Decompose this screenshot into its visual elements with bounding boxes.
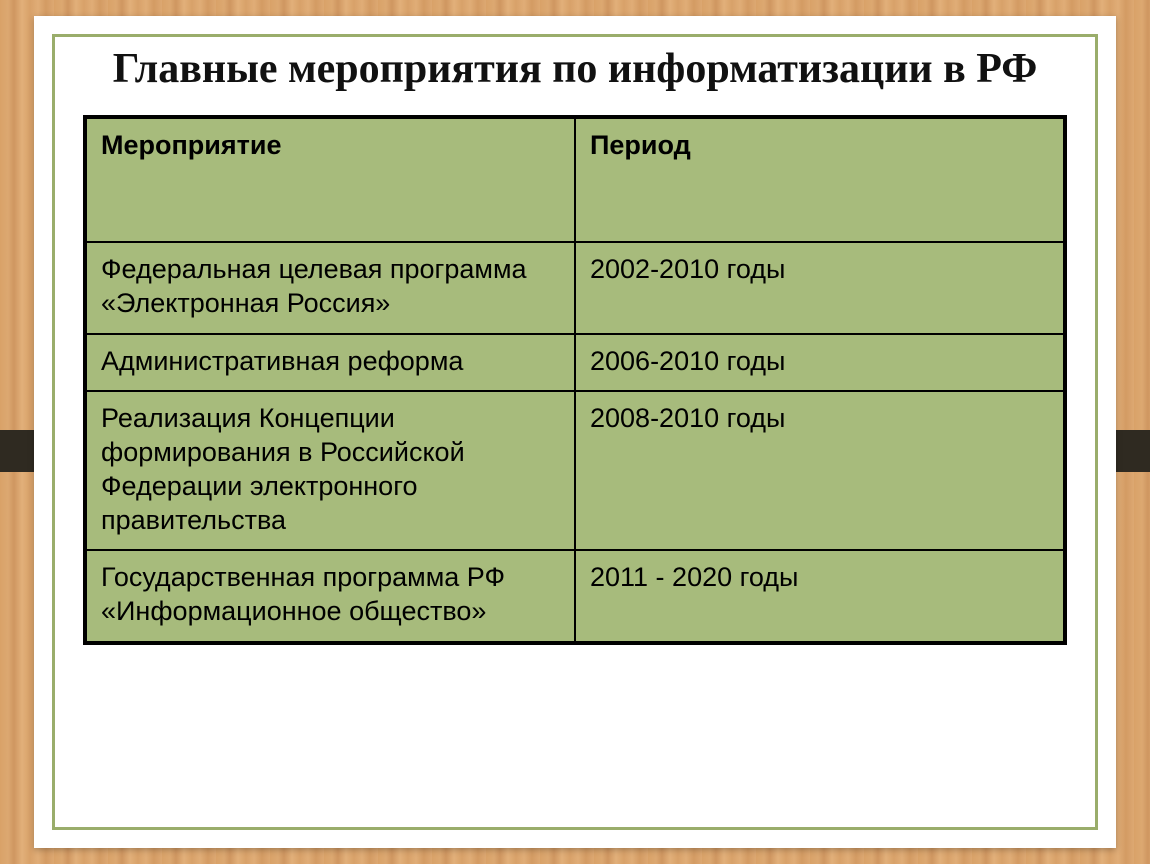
slide-card: Главные мероприятия по информатизации в …: [34, 16, 1116, 848]
table-header-row: Мероприятие Период: [85, 117, 1065, 242]
table-row: Федеральная целевая программа «Электронн…: [85, 242, 1065, 334]
events-table: Мероприятие Период Федеральная целевая п…: [83, 115, 1067, 645]
cell-period: 2006-2010 годы: [575, 334, 1065, 392]
cell-event: Федеральная целевая программа «Электронн…: [85, 242, 575, 334]
cell-period: 2002-2010 годы: [575, 242, 1065, 334]
cell-period: 2011 - 2020 годы: [575, 550, 1065, 643]
cell-event: Государственная программа РФ «Информацио…: [85, 550, 575, 643]
slide-title: Главные мероприятия по информатизации в …: [55, 45, 1095, 93]
column-header-event: Мероприятие: [85, 117, 575, 242]
cell-period: 2008-2010 годы: [575, 391, 1065, 550]
cell-event: Реализация Концепции формирования в Росс…: [85, 391, 575, 550]
table-container: Мероприятие Период Федеральная целевая п…: [55, 115, 1095, 645]
table-row: Государственная программа РФ «Информацио…: [85, 550, 1065, 643]
table-row: Административная реформа 2006-2010 годы: [85, 334, 1065, 392]
table-row: Реализация Концепции формирования в Росс…: [85, 391, 1065, 550]
slide-inner-frame: Главные мероприятия по информатизации в …: [52, 34, 1098, 830]
column-header-period: Период: [575, 117, 1065, 242]
cell-event: Административная реформа: [85, 334, 575, 392]
